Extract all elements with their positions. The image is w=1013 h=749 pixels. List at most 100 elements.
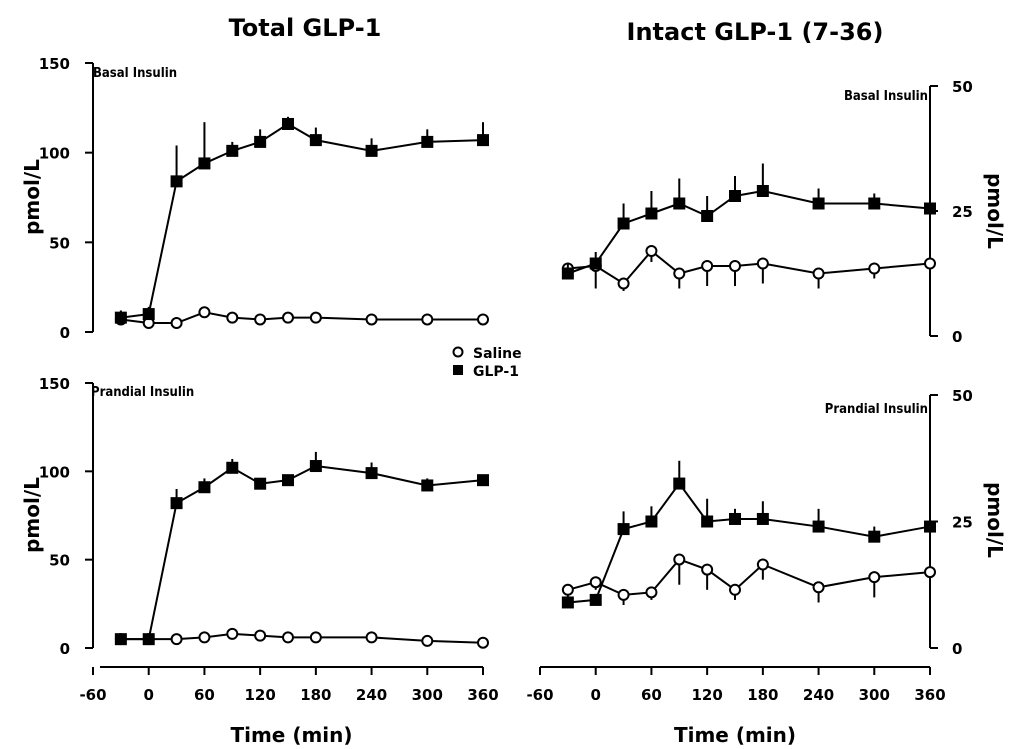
x-tick-label: -60 [526,686,553,704]
data-point-saline [617,588,630,601]
data-point-saline [645,586,658,599]
data-point-glp-1 [309,134,322,147]
legend-glp1-marker [453,365,463,375]
legend: Saline GLP-1 [452,346,522,380]
data-point-saline [226,311,239,324]
data-point-glp-1 [365,467,378,480]
data-point-glp-1 [617,217,630,230]
data-point-saline [421,313,434,326]
data-point-glp-1 [198,157,211,170]
data-point-glp-1 [645,207,658,220]
data-point-saline [421,634,434,647]
data-point-saline [701,563,714,576]
data-point-glp-1 [142,633,155,646]
data-point-glp-1 [729,512,741,525]
y-axis-label: pmol/L [20,477,44,553]
y-axis-label: pmol/L [983,173,1007,249]
data-point-saline [673,553,686,566]
x-tick-label: 240 [803,686,834,704]
data-point-saline [282,311,294,324]
data-point-saline [309,311,322,324]
data-point-glp-1 [701,210,714,222]
x-tick-label: 360 [914,686,945,704]
data-point-glp-1 [924,520,936,533]
data-point-saline [198,631,211,644]
data-point-glp-1 [756,185,769,197]
data-point-glp-1 [812,520,825,533]
series-line-glp-1 [120,465,484,641]
x-tick-label: 180 [300,686,331,704]
data-point-saline [254,629,267,642]
data-point-saline [170,317,183,330]
data-point-glp-1 [589,257,602,270]
data-point-glp-1 [756,512,769,525]
y-tick-label: 100 [39,145,70,163]
data-point-glp-1 [114,633,127,646]
y-tick-label: 25 [952,203,973,221]
data-point-saline [365,631,378,644]
data-point-glp-1 [170,497,183,510]
legend-glp1-label: GLP-1 [473,364,519,380]
x-tick-label: 240 [356,686,387,704]
x-tick-label: 60 [194,686,215,704]
data-point-saline [673,267,686,280]
data-point-saline [365,313,378,326]
data-point-saline [561,583,574,596]
x-tick-label: -60 [79,686,106,704]
data-point-glp-1 [729,190,741,202]
data-point-saline [812,581,825,594]
data-point-glp-1 [142,308,155,321]
y-tick-label: 0 [60,640,70,658]
data-point-glp-1 [421,135,434,148]
data-point-glp-1 [868,197,881,210]
data-point-saline [170,633,183,646]
panel-bottom-left: 0 50 100 150 pmol/L Prandial Insulin -60 0 60 120… [20,375,499,747]
y-tick-label: 50 [49,234,70,252]
panel-top-right: 0 25 50 pmol/L Basal Insulin [561,78,1007,346]
panel-bottom-right: 0 25 50 pmol/L Prandial Insulin -60 0 60 120 180 2… [526,387,1007,747]
data-point-glp-1 [198,481,211,494]
y-axis-label: pmol/L [20,159,44,235]
x-tick-label: 360 [467,686,498,704]
x-tick-label: 180 [747,686,778,704]
x-tick-label: 60 [641,686,662,704]
data-point-saline [477,636,489,649]
data-point-saline [756,558,769,571]
data-point-glp-1 [617,523,630,536]
data-point-glp-1 [254,135,267,148]
x-tick-label: 300 [412,686,443,704]
data-point-glp-1 [421,479,434,492]
x-tick-label: 120 [244,686,275,704]
x-tick-label: 300 [859,686,890,704]
data-point-glp-1 [282,117,294,130]
data-point-glp-1 [561,596,574,609]
data-point-saline [729,260,741,272]
x-axis-label: Time (min) [674,723,796,747]
data-point-saline [226,627,239,640]
panel-annotation: Prandial Insulin [91,385,194,400]
data-point-saline [924,566,936,579]
data-point-glp-1 [477,134,489,147]
data-point-glp-1 [170,175,183,188]
data-point-glp-1 [282,474,294,487]
data-point-glp-1 [924,202,936,215]
x-tick-label: 120 [691,686,722,704]
data-point-glp-1 [561,267,574,280]
data-point-saline [254,313,267,326]
data-point-glp-1 [701,515,714,528]
title-intact-glp1: Intact GLP-1 (7-36) [627,18,884,46]
data-point-saline [198,306,211,319]
data-point-glp-1 [812,197,825,210]
title-total-glp1: Total GLP-1 [229,14,382,42]
y-tick-label: 0 [952,640,962,658]
y-axis-label: pmol/L [983,482,1007,558]
panel-annotation: Prandial Insulin [825,402,928,417]
data-point-glp-1 [673,197,686,210]
series-line-glp-1 [567,481,931,604]
data-point-saline [645,245,658,257]
data-point-glp-1 [226,144,239,157]
data-point-saline [477,313,489,326]
data-point-saline [282,631,294,644]
data-point-saline [589,576,602,589]
